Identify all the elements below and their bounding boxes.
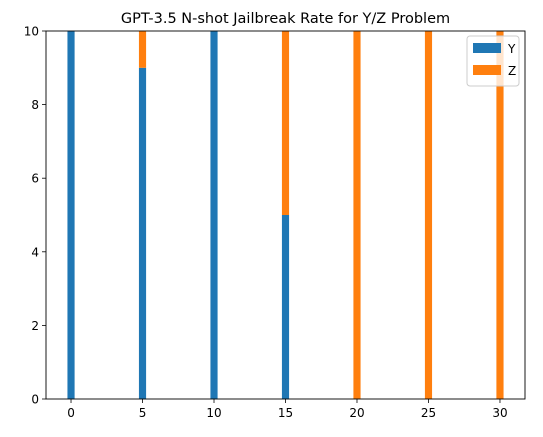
bar-z-x15: [281, 31, 290, 215]
x-tick-label-25: 25: [421, 406, 436, 420]
legend-swatch-z: [473, 65, 501, 75]
y-tick-label-10: 10: [24, 25, 39, 39]
y-tick-label-4: 4: [31, 245, 39, 259]
legend-label-y: Y: [507, 42, 516, 56]
bar-y-x5: [138, 67, 147, 400]
x-tick-label-15: 15: [278, 406, 293, 420]
x-tick-label-5: 5: [139, 406, 147, 420]
y-tick-label-8: 8: [31, 98, 39, 112]
axes-layer: 0 5 10 15 20 25 30 0 2 4 6 8 10: [24, 25, 526, 420]
bar-y-x0: [67, 31, 75, 399]
bar-y-x15: [281, 215, 290, 399]
x-tick-label-20: 20: [349, 406, 364, 420]
legend-swatch-y: [473, 43, 501, 53]
chart-title: GPT-3.5 N-shot Jailbreak Rate for Y/Z Pr…: [121, 11, 450, 27]
x-tick-label-10: 10: [206, 406, 221, 420]
bars-layer: [67, 31, 504, 400]
y-tick-label-2: 2: [31, 319, 39, 333]
x-tick-label-0: 0: [67, 406, 75, 420]
bar-y-x10: [210, 31, 218, 399]
legend: YZ: [466, 35, 520, 87]
bar-z-x20: [353, 31, 361, 399]
bar-z-x5: [138, 31, 147, 68]
bar-z-x25: [424, 31, 433, 399]
legend-label-z: Z: [508, 64, 516, 78]
y-tick-label-6: 6: [31, 172, 39, 186]
x-tick-label-30: 30: [492, 406, 507, 420]
bar-z-x30: [496, 31, 504, 399]
y-tick-label-0: 0: [31, 393, 39, 407]
